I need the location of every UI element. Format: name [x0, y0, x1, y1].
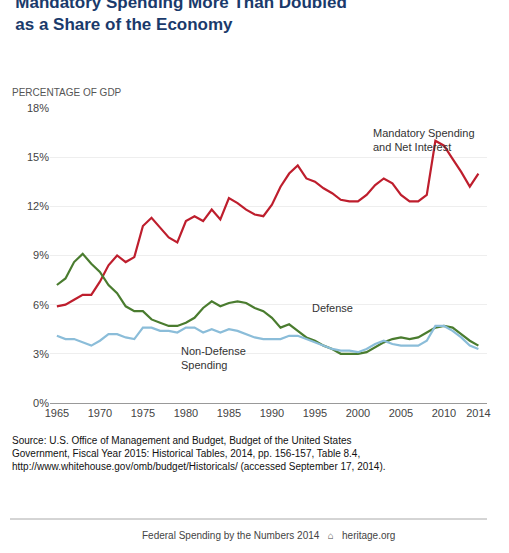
svg-text:2014: 2014	[466, 407, 490, 419]
svg-text:9%: 9%	[33, 249, 49, 261]
svg-text:Mandatory Spendingand Net Inte: Mandatory Spendingand Net Interest	[373, 127, 475, 153]
svg-text:12%: 12%	[27, 200, 49, 212]
svg-text:2010: 2010	[432, 407, 456, 419]
svg-text:1970: 1970	[88, 407, 112, 419]
svg-text:0%: 0%	[33, 397, 49, 409]
svg-text:2000: 2000	[346, 407, 370, 419]
svg-text:Non-DefenseSpending: Non-DefenseSpending	[181, 345, 246, 371]
svg-text:PERCENTAGE OF GDP: PERCENTAGE OF GDP	[12, 87, 122, 98]
svg-text:1985: 1985	[217, 407, 241, 419]
svg-text:1975: 1975	[131, 407, 155, 419]
svg-text:6%: 6%	[33, 299, 49, 311]
svg-text:Federal Spending by the Number: Federal Spending by the Numbers 2014 ⌂ h…	[142, 530, 395, 541]
svg-text:1980: 1980	[174, 407, 198, 419]
svg-text:1990: 1990	[260, 407, 284, 419]
svg-text:1965: 1965	[45, 407, 69, 419]
svg-text:Source: U.S. Office of Managem: Source: U.S. Office of Management and Bu…	[12, 435, 386, 472]
svg-text:2005: 2005	[389, 407, 413, 419]
svg-text:1995: 1995	[303, 407, 327, 419]
svg-text:18%: 18%	[27, 102, 49, 114]
svg-text:Mandatory Spending More Than D: Mandatory Spending More Than Doubledas a…	[15, 0, 347, 34]
svg-text:Defense: Defense	[312, 302, 353, 314]
svg-text:15%: 15%	[27, 151, 49, 163]
svg-text:3%: 3%	[33, 348, 49, 360]
